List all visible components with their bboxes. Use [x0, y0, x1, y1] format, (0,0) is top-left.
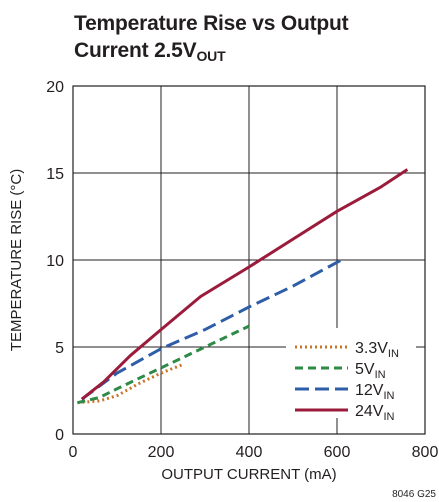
- series-line-1: [77, 326, 249, 403]
- y-tick-label: 0: [55, 427, 64, 444]
- y-tick-label: 10: [46, 253, 64, 270]
- x-tick-label: 600: [324, 444, 351, 461]
- y-tick-label: 20: [46, 79, 64, 96]
- legend-background: [286, 328, 416, 418]
- y-tick-label: 15: [46, 166, 64, 183]
- x-tick-label: 0: [69, 444, 78, 461]
- x-tick-label: 400: [236, 444, 263, 461]
- x-tick-label: 800: [412, 444, 439, 461]
- x-axis-label: OUTPUT CURRENT (mA): [161, 466, 336, 483]
- figure-id: 8046 G25: [392, 489, 436, 500]
- y-axis-label: TEMPERATURE RISE (°C): [8, 169, 25, 351]
- y-tick-label: 5: [55, 340, 64, 357]
- x-tick-label: 200: [148, 444, 175, 461]
